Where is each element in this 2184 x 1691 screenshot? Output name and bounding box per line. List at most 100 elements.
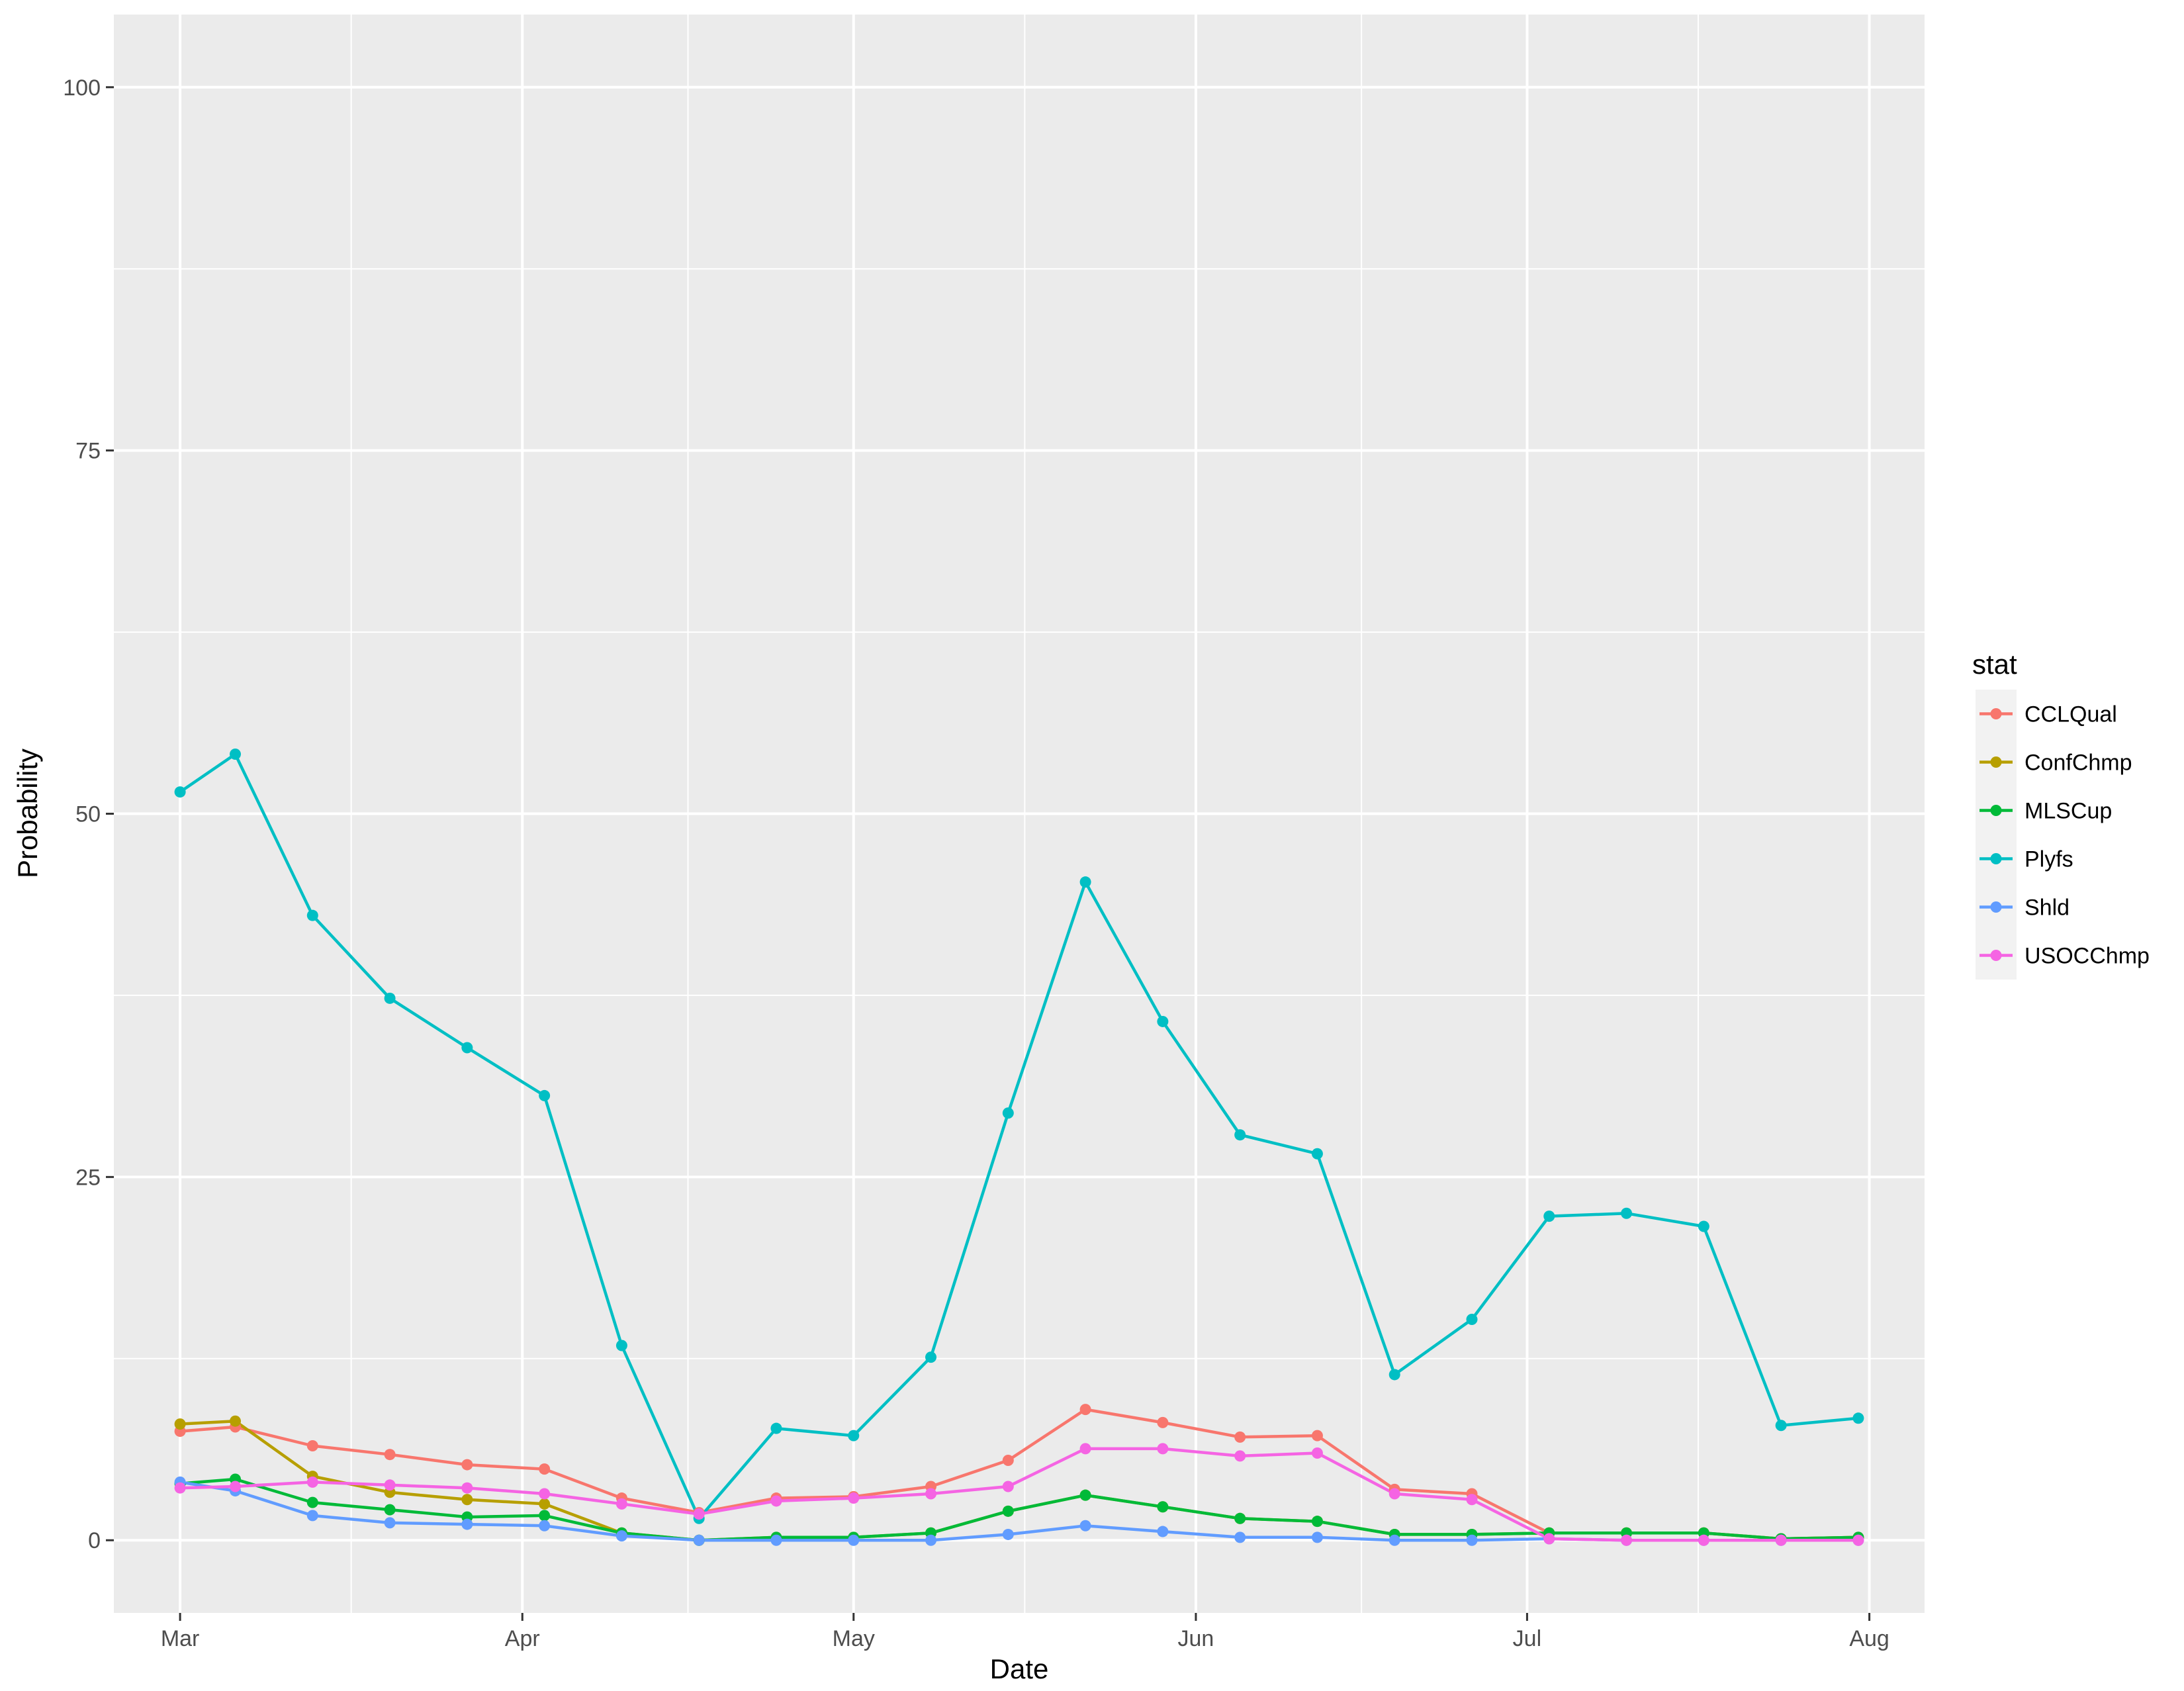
data-point-usocchmp <box>1698 1534 1709 1546</box>
legend-label-plyfs: Plyfs <box>2025 847 2073 872</box>
y-tick-label: 25 <box>75 1165 101 1190</box>
data-point-shld <box>615 1530 627 1542</box>
data-point-plyfs <box>1311 1148 1323 1160</box>
data-point-plyfs <box>539 1089 551 1101</box>
data-point-plyfs <box>1079 876 1091 888</box>
data-point-cclqual <box>461 1459 473 1471</box>
data-point-shld <box>770 1534 782 1546</box>
y-axis: 0 25 50 75 100 <box>63 75 114 1553</box>
data-point-mlscup <box>1002 1505 1014 1517</box>
legend-point-shld <box>1990 901 2002 913</box>
data-point-shld <box>1002 1528 1014 1540</box>
data-point-shld <box>1466 1534 1478 1546</box>
legend-keys: CCLQual ConfChmp MLSCup Plyfs Shld USOCChmp <box>1976 690 2150 980</box>
data-point-cclqual <box>384 1449 396 1461</box>
data-point-shld <box>306 1510 318 1522</box>
data-point-usocchmp <box>306 1476 318 1488</box>
data-point-plyfs <box>1543 1211 1555 1222</box>
data-point-cclqual <box>1079 1404 1091 1416</box>
legend-point-confchmp <box>1990 756 2002 768</box>
data-point-usocchmp <box>230 1481 242 1492</box>
series-points <box>174 748 1864 1546</box>
data-point-shld <box>384 1517 396 1529</box>
legend-point-cclqual <box>1990 708 2002 719</box>
data-point-mlscup <box>384 1504 396 1516</box>
data-point-plyfs <box>925 1351 937 1363</box>
legend-point-plyfs <box>1990 853 2002 864</box>
data-point-cclqual <box>1311 1430 1323 1441</box>
data-point-plyfs <box>1388 1369 1400 1381</box>
data-point-mlscup <box>306 1496 318 1508</box>
data-point-shld <box>1388 1534 1400 1546</box>
data-point-plyfs <box>770 1422 782 1434</box>
data-point-plyfs <box>1775 1420 1787 1432</box>
x-tick-label: May <box>833 1626 875 1651</box>
data-point-cclqual <box>1157 1416 1169 1428</box>
data-point-shld <box>1311 1531 1323 1543</box>
data-point-usocchmp <box>1388 1488 1400 1500</box>
data-point-usocchmp <box>1543 1533 1555 1545</box>
data-point-confchmp <box>539 1498 551 1510</box>
data-point-usocchmp <box>174 1482 186 1494</box>
y-tick-label: 0 <box>88 1528 101 1553</box>
data-point-shld <box>925 1534 937 1546</box>
legend-point-usocchmp <box>1990 950 2002 961</box>
data-point-mlscup <box>1079 1489 1091 1501</box>
data-point-plyfs <box>230 748 242 760</box>
data-point-usocchmp <box>1621 1534 1633 1546</box>
data-point-usocchmp <box>1852 1534 1864 1546</box>
data-point-confchmp <box>230 1415 242 1427</box>
x-tick-label: Aug <box>1849 1626 1889 1651</box>
x-tick-label: Apr <box>505 1626 540 1651</box>
data-point-confchmp <box>174 1418 186 1430</box>
data-point-plyfs <box>384 992 396 1004</box>
data-point-shld <box>848 1534 860 1546</box>
data-point-usocchmp <box>461 1482 473 1494</box>
data-point-usocchmp <box>925 1488 937 1500</box>
data-point-mlscup <box>1311 1516 1323 1528</box>
data-point-cclqual <box>1002 1454 1014 1466</box>
data-point-mlscup <box>1157 1501 1169 1513</box>
y-axis-title: Probability <box>12 749 43 878</box>
x-tick-label: Mar <box>161 1626 200 1651</box>
data-point-plyfs <box>174 786 186 798</box>
data-point-usocchmp <box>770 1495 782 1507</box>
legend-point-mlscup <box>1990 805 2002 816</box>
x-axis: Mar Apr May Jun Jul Aug <box>161 1613 1889 1651</box>
data-point-confchmp <box>461 1494 473 1506</box>
data-point-plyfs <box>1698 1220 1709 1232</box>
data-point-usocchmp <box>1002 1481 1014 1492</box>
legend-label-cclqual: CCLQual <box>2025 702 2117 727</box>
y-tick-label: 50 <box>75 802 101 827</box>
legend-label-shld: Shld <box>2025 895 2070 921</box>
data-point-usocchmp <box>1775 1534 1787 1546</box>
y-tick-label: 100 <box>63 75 101 101</box>
data-point-cclqual <box>306 1440 318 1452</box>
legend-label-confchmp: ConfChmp <box>2025 751 2132 776</box>
data-point-plyfs <box>1157 1015 1169 1027</box>
x-axis-title: Date <box>990 1653 1049 1684</box>
data-point-plyfs <box>461 1042 473 1054</box>
data-point-usocchmp <box>1157 1443 1169 1455</box>
y-tick-label: 75 <box>75 439 101 464</box>
data-point-usocchmp <box>693 1508 705 1520</box>
x-tick-label: Jun <box>1178 1626 1214 1651</box>
data-point-mlscup <box>539 1510 551 1522</box>
data-point-shld <box>693 1534 705 1546</box>
data-point-usocchmp <box>1311 1447 1323 1459</box>
data-point-plyfs <box>1234 1129 1246 1141</box>
data-point-plyfs <box>1002 1107 1014 1119</box>
data-point-usocchmp <box>615 1498 627 1510</box>
legend-label-mlscup: MLSCup <box>2025 799 2112 824</box>
data-point-shld <box>461 1518 473 1530</box>
data-point-cclqual <box>539 1463 551 1475</box>
data-point-usocchmp <box>384 1479 396 1491</box>
data-point-plyfs <box>848 1430 860 1441</box>
legend-label-usocchmp: USOCChmp <box>2025 944 2150 969</box>
data-point-shld <box>1079 1520 1091 1531</box>
data-point-cclqual <box>1234 1431 1246 1443</box>
data-point-plyfs <box>615 1340 627 1351</box>
data-point-usocchmp <box>1234 1450 1246 1462</box>
data-point-mlscup <box>1234 1512 1246 1524</box>
